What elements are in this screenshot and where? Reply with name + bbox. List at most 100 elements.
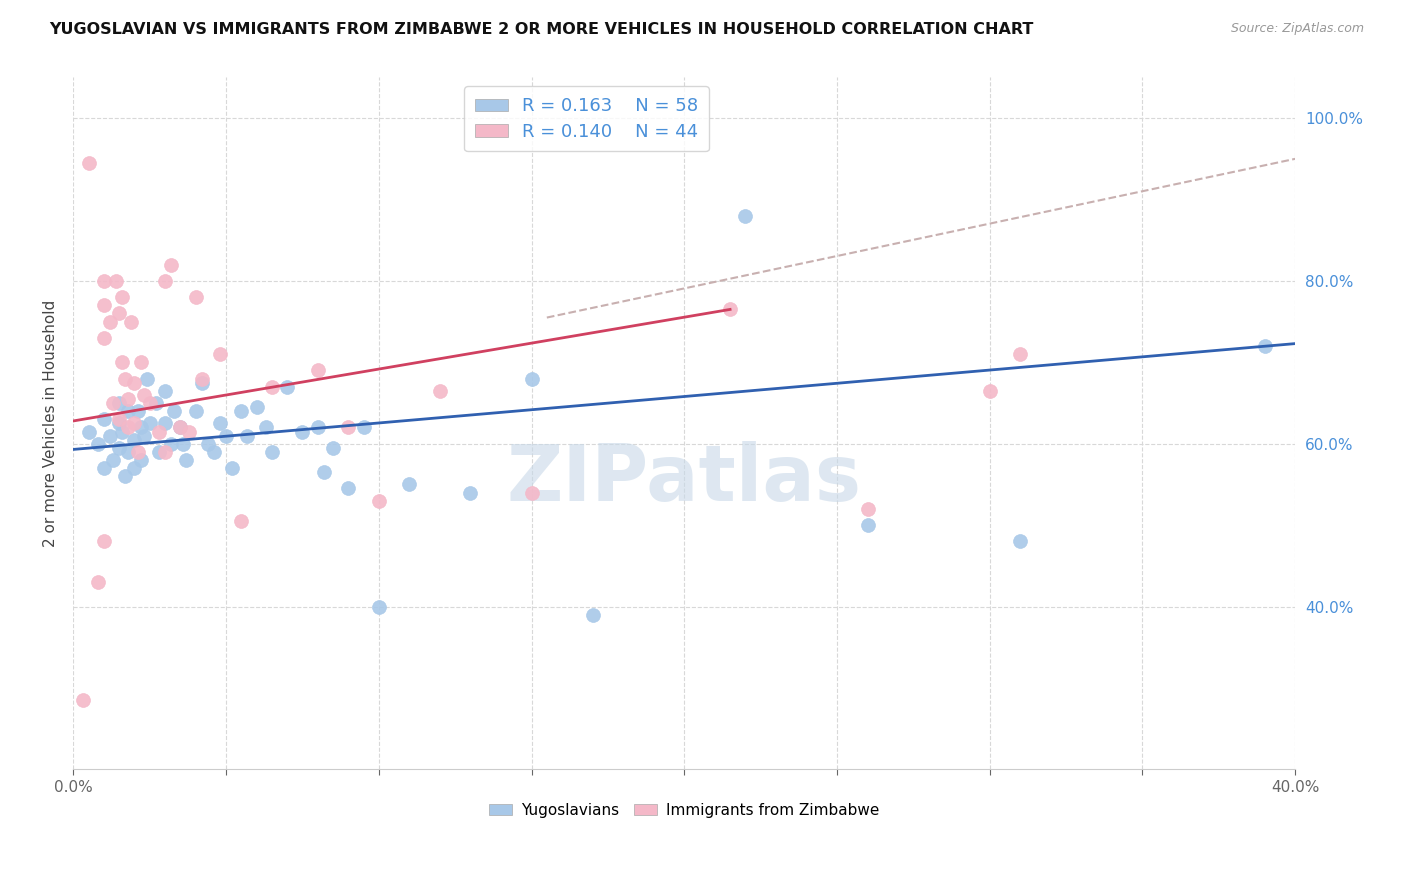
Point (169, 420, 191, 434)
Point (236, 428, 259, 442)
Point (93, 534, 115, 549)
Point (77, 425, 100, 439)
Point (979, 384, 1001, 398)
Point (246, 400, 269, 414)
Point (108, 412, 131, 426)
Point (367, 493, 389, 508)
Point (120, 315, 142, 329)
Text: YUGOSLAVIAN VS IMMIGRANTS FROM ZIMBABWE 2 OR MORE VEHICLES IN HOUSEHOLD CORRELAT: YUGOSLAVIAN VS IMMIGRANTS FROM ZIMBABWE … (49, 22, 1033, 37)
Point (160, 436, 183, 450)
Point (114, 371, 136, 385)
Point (98, 315, 121, 329)
Point (312, 465, 335, 479)
Point (254, 420, 277, 434)
Point (87, 575, 110, 590)
Point (734, 209, 756, 223)
Point (322, 441, 344, 455)
Point (93, 298, 115, 312)
Point (111, 355, 134, 369)
Point (215, 428, 238, 442)
Point (101, 453, 124, 467)
Point (1253, 339, 1275, 353)
Point (124, 376, 146, 390)
Text: ZIPatlas: ZIPatlas (506, 441, 862, 516)
Point (124, 433, 146, 447)
Point (93, 461, 115, 475)
Point (135, 371, 157, 385)
Point (139, 396, 162, 410)
Point (153, 417, 176, 431)
Point (1010, 534, 1032, 549)
Point (190, 371, 212, 385)
Point (1010, 347, 1032, 361)
Point (93, 274, 115, 288)
Point (108, 441, 131, 455)
Point (291, 425, 314, 439)
Point (367, 599, 389, 614)
Point (176, 453, 198, 467)
Point (127, 404, 149, 418)
Text: Source: ZipAtlas.com: Source: ZipAtlas.com (1230, 22, 1364, 36)
Point (129, 420, 152, 434)
Point (179, 425, 201, 439)
Y-axis label: 2 or more Vehicles in Household: 2 or more Vehicles in Household (44, 300, 58, 547)
Point (153, 274, 176, 288)
Point (856, 518, 879, 533)
Point (231, 404, 253, 418)
Point (718, 302, 741, 317)
Point (337, 482, 360, 496)
Point (202, 445, 225, 459)
Point (184, 290, 207, 304)
Point (139, 417, 162, 431)
Point (153, 384, 176, 398)
Point (148, 445, 170, 459)
Point (117, 392, 139, 406)
Point (105, 274, 128, 288)
Point (124, 461, 146, 475)
Point (221, 461, 243, 475)
Point (72, 693, 94, 707)
Point (460, 485, 482, 500)
Point (172, 436, 194, 450)
Point (111, 425, 134, 439)
Point (307, 363, 329, 377)
Point (153, 445, 176, 459)
Point (98, 428, 121, 442)
Point (231, 514, 253, 528)
Point (93, 412, 115, 426)
Point (260, 445, 283, 459)
Point (276, 380, 298, 394)
Point (129, 355, 152, 369)
Point (117, 420, 139, 434)
Point (190, 376, 212, 390)
Point (856, 501, 879, 516)
Point (148, 425, 170, 439)
Point (307, 420, 329, 434)
Point (398, 477, 420, 491)
Point (124, 417, 146, 431)
Point (208, 417, 231, 431)
Point (582, 607, 605, 622)
Point (520, 371, 543, 385)
Point (520, 485, 543, 500)
Point (101, 396, 124, 410)
Point (208, 347, 231, 361)
Point (117, 404, 139, 418)
Point (132, 388, 155, 402)
Point (117, 445, 139, 459)
Point (114, 469, 136, 483)
Point (77, 156, 100, 170)
Point (111, 290, 134, 304)
Point (132, 428, 155, 442)
Point (260, 380, 283, 394)
Point (127, 445, 149, 459)
Point (87, 436, 110, 450)
Point (163, 404, 186, 418)
Point (129, 453, 152, 467)
Point (93, 331, 115, 345)
Point (108, 306, 131, 320)
Point (160, 258, 183, 272)
Point (337, 420, 360, 434)
Point (169, 420, 191, 434)
Point (108, 396, 131, 410)
